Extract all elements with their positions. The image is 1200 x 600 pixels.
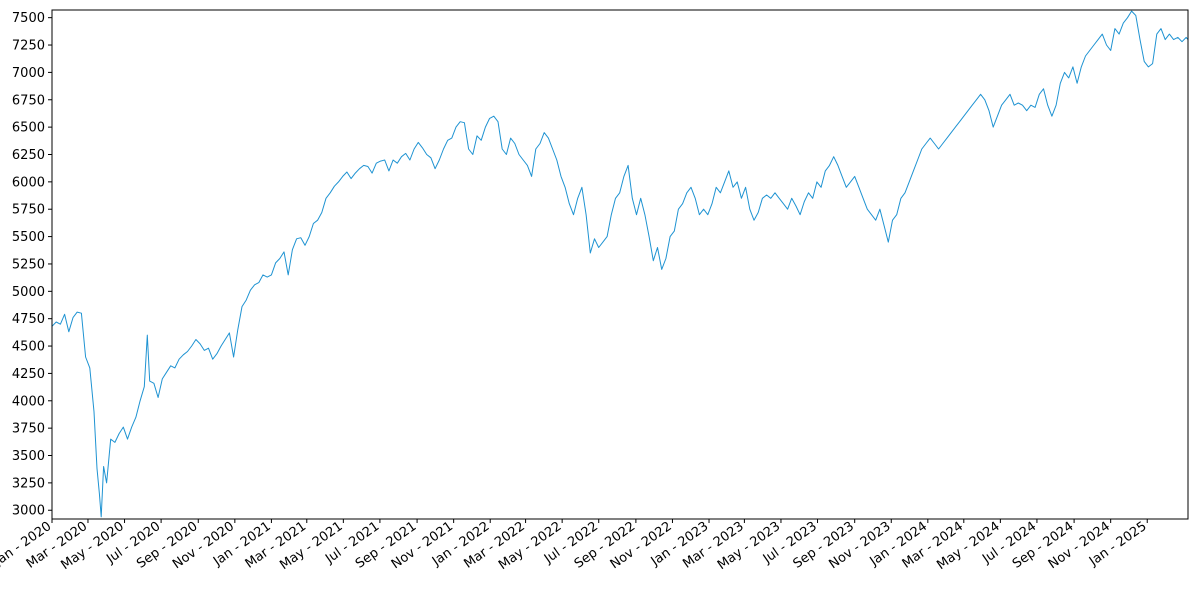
y-axis: 3000 3250 3500 3750 4000 4250 4500 4750 5000 5250… — [12, 11, 52, 519]
y-tick-label: 3000 — [12, 504, 45, 519]
y-tick-label: 6500 — [12, 121, 45, 136]
y-tick-label: 5000 — [12, 285, 45, 300]
y-tick-label: 5500 — [12, 230, 45, 245]
y-tick-label: 5750 — [12, 203, 45, 218]
y-tick-label: 5250 — [12, 257, 45, 272]
y-tick-label: 4500 — [12, 340, 45, 355]
y-tick-label: 4750 — [12, 312, 45, 327]
y-tick-label: 6750 — [12, 93, 45, 108]
y-tick-label: 7500 — [12, 11, 45, 26]
y-tick-label: 4000 — [12, 394, 45, 409]
y-tick-label: 3750 — [12, 422, 45, 437]
plot-series — [51, 10, 1189, 518]
y-tick-label: 7000 — [12, 66, 45, 81]
y-tick-label: 6000 — [12, 175, 45, 190]
y-tick-label: 7250 — [12, 39, 45, 54]
plot-frame — [51, 9, 1189, 520]
y-tick-label: 6250 — [12, 148, 45, 163]
series-line-0 — [51, 10, 1189, 518]
y-tick-label: 3250 — [12, 476, 45, 491]
y-tick-label: 3500 — [12, 449, 45, 464]
y-tick-label: 4250 — [12, 367, 45, 382]
